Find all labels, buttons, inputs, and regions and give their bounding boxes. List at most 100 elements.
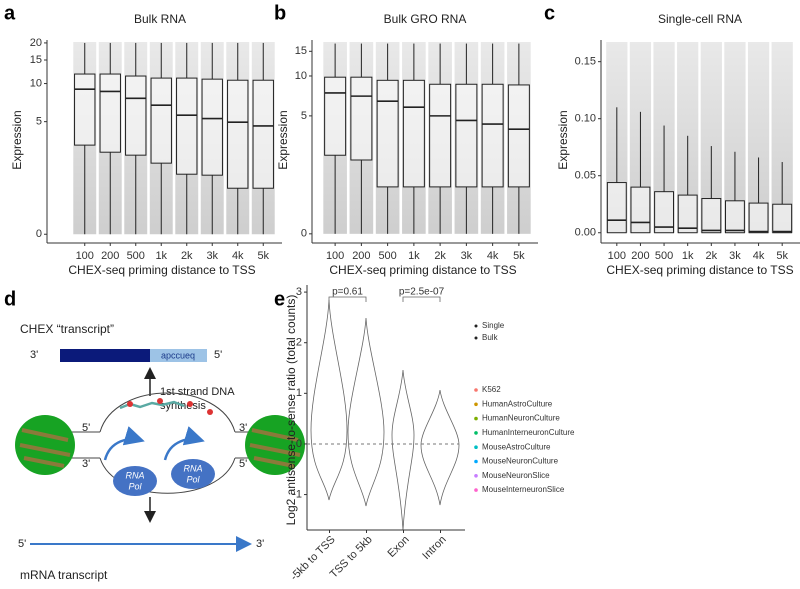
cdna-dark xyxy=(60,349,150,362)
y-tick-label: 20 xyxy=(30,37,42,49)
cdna-light xyxy=(150,349,207,362)
box xyxy=(350,76,373,161)
legend-key xyxy=(474,388,478,392)
point-cloud xyxy=(724,42,746,233)
x-tick-label: 100 xyxy=(608,250,626,262)
y-tick-label: 1 xyxy=(296,387,302,399)
bubble xyxy=(99,392,236,433)
box xyxy=(654,191,675,234)
y-tick-label: 15 xyxy=(295,45,307,57)
rna-pol xyxy=(113,466,157,496)
x-tick-label: 200 xyxy=(101,250,119,262)
legend-label: MouseNeuronCulture xyxy=(482,457,559,466)
step-label: 1st strand DNA xyxy=(160,386,235,398)
x-axis-label: CHEX-seq priming distance to TSS xyxy=(329,263,516,277)
box xyxy=(481,83,504,188)
end-label: 5' xyxy=(18,538,26,550)
legend-key xyxy=(474,488,478,492)
panel-label: d xyxy=(4,288,16,310)
box xyxy=(748,202,769,234)
x-tick-label: 5k xyxy=(257,250,269,262)
box xyxy=(402,79,425,188)
bracket xyxy=(402,296,441,302)
pol-label: RNA xyxy=(183,463,202,473)
star xyxy=(157,398,163,404)
x-tick-label: 3k xyxy=(729,250,741,262)
box xyxy=(724,200,745,234)
panel-label: e xyxy=(274,288,285,310)
x-tick-label: 200 xyxy=(352,250,370,262)
x-tick-label: 2k xyxy=(181,250,193,262)
box xyxy=(429,83,452,188)
y-tick-label: -1 xyxy=(292,488,302,500)
annotation: p=0.61 xyxy=(332,287,363,298)
x-tick-label: 4k xyxy=(232,250,244,262)
legend-label: MouseAstroCulture xyxy=(482,442,551,451)
star xyxy=(207,409,213,415)
x-tick-label: 1k xyxy=(682,250,694,262)
pol-label: Pol xyxy=(186,474,200,484)
end-label: 5' xyxy=(239,458,247,470)
box xyxy=(376,79,399,188)
y-tick-label: 0 xyxy=(296,438,302,450)
y-tick-label: 0.05 xyxy=(575,170,596,182)
panel-label: b xyxy=(274,2,286,24)
legend-key xyxy=(474,324,478,328)
legend-key xyxy=(474,402,478,407)
pol-label: Pol xyxy=(128,481,142,491)
box xyxy=(677,194,698,234)
legend-label: HumanInterneuronCulture xyxy=(482,428,575,437)
y-axis-label: Expression xyxy=(276,110,290,169)
legend-key xyxy=(474,336,478,340)
y-axis-label: Expression xyxy=(556,110,570,169)
box xyxy=(606,182,627,234)
end-label: 3' xyxy=(30,349,38,361)
point-cloud xyxy=(700,42,722,233)
nucleosome-dna xyxy=(19,428,71,468)
point-cloud xyxy=(747,42,770,233)
bubble xyxy=(99,457,236,494)
legend-key xyxy=(474,459,478,464)
y-tick-label: 0 xyxy=(301,228,307,240)
x-tick-label: 2k xyxy=(434,250,446,262)
violin xyxy=(310,299,348,501)
cdna-text: apccueq xyxy=(161,350,195,360)
legend-label: MouseNeuronSlice xyxy=(482,471,550,480)
y-tick-label: 5 xyxy=(301,110,307,122)
rna-pol xyxy=(171,459,215,489)
star xyxy=(187,401,193,407)
end-label: 3' xyxy=(256,538,264,550)
x-tick-label: 4k xyxy=(487,250,499,262)
diagram-title: CHEX “transcript” xyxy=(20,322,114,336)
x-tick-label: 1k xyxy=(408,250,420,262)
x-tick-label: 100 xyxy=(326,250,344,262)
legend-key xyxy=(474,416,478,421)
legend-label: Bulk xyxy=(482,333,499,342)
x-tick-label: 200 xyxy=(631,250,649,262)
star xyxy=(127,401,133,407)
nucleosome-dna xyxy=(249,428,301,468)
box xyxy=(701,198,722,234)
x-tick-label: 500 xyxy=(127,250,145,262)
y-tick-label: 0.10 xyxy=(575,113,596,125)
chart-title: Bulk RNA xyxy=(134,12,186,26)
x-tick-label: 3k xyxy=(461,250,473,262)
point-cloud xyxy=(771,42,793,233)
violin xyxy=(347,317,385,507)
y-tick-label: 0.00 xyxy=(575,227,596,239)
x-tick-label: 1k xyxy=(155,250,167,262)
annotation: p=2.5e-07 xyxy=(399,287,445,298)
x-tick-label: Intron xyxy=(420,534,448,562)
box xyxy=(252,79,274,189)
chart-title: Single-cell RNA xyxy=(658,12,742,26)
legend-label: HumanAstroCulture xyxy=(482,399,553,408)
x-tick-label: 2k xyxy=(706,250,718,262)
y-axis-label: Log2 antisense-to-sense ratio (total cou… xyxy=(284,295,298,526)
y-axis-label: Expression xyxy=(10,110,24,169)
mrna-label: mRNA transcript xyxy=(20,568,108,582)
y-tick-label: 10 xyxy=(30,77,42,89)
y-tick-label: 2 xyxy=(296,337,302,349)
legend-label: HumanNeuronCulture xyxy=(482,414,560,423)
legend-key xyxy=(474,445,478,450)
